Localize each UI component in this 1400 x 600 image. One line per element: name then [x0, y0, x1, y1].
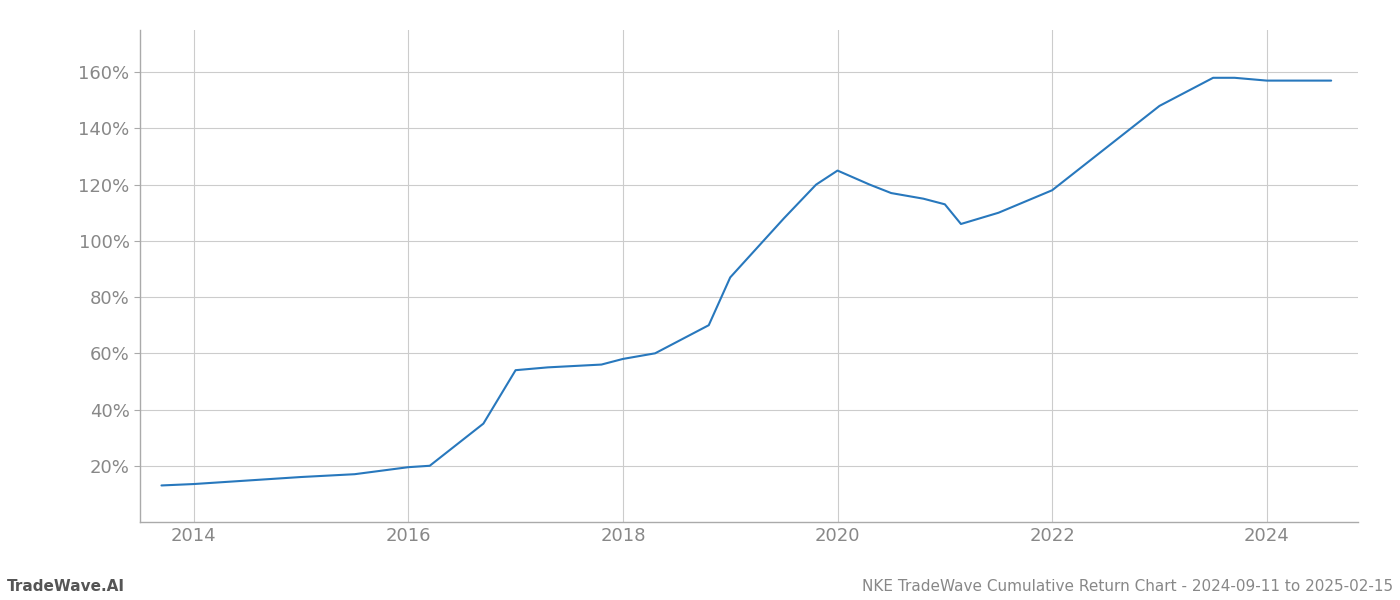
Text: TradeWave.AI: TradeWave.AI	[7, 579, 125, 594]
Text: NKE TradeWave Cumulative Return Chart - 2024-09-11 to 2025-02-15: NKE TradeWave Cumulative Return Chart - …	[862, 579, 1393, 594]
